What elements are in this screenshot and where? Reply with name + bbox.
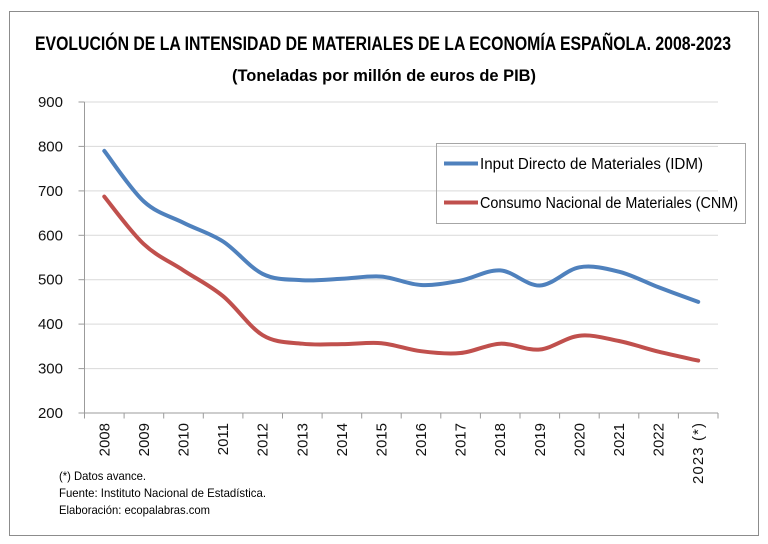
svg-text:Input Directo de Materiales (I: Input Directo de Materiales (IDM) — [480, 156, 703, 173]
svg-text:2016: 2016 — [413, 423, 430, 456]
svg-text:900: 900 — [38, 94, 63, 111]
svg-text:500: 500 — [38, 272, 63, 289]
svg-text:200: 200 — [38, 405, 63, 422]
svg-text:2018: 2018 — [492, 423, 509, 456]
svg-text:2015: 2015 — [374, 423, 391, 456]
svg-text:(Toneladas por millón de euros: (Toneladas por millón de euros de PIB) — [232, 66, 536, 85]
svg-text:2023 (*): 2023 (*) — [690, 423, 707, 484]
svg-text:Consumo Nacional de Materiales: Consumo Nacional de Materiales (CNM) — [480, 195, 738, 212]
svg-text:2020: 2020 — [571, 423, 588, 456]
svg-text:2010: 2010 — [176, 423, 193, 456]
svg-text:600: 600 — [38, 227, 63, 244]
svg-text:2014: 2014 — [334, 423, 351, 456]
svg-text:2009: 2009 — [136, 423, 153, 456]
svg-text:300: 300 — [38, 361, 63, 378]
svg-text:2021: 2021 — [611, 423, 628, 456]
svg-text:800: 800 — [38, 138, 63, 155]
svg-text:Elaboración: ecopalabras.com: Elaboración: ecopalabras.com — [59, 503, 210, 517]
svg-text:Fuente: Instituto Nacional de: Fuente: Instituto Nacional de Estadístic… — [59, 486, 266, 500]
svg-text:2017: 2017 — [453, 423, 470, 456]
svg-text:2008: 2008 — [96, 423, 113, 456]
svg-text:2013: 2013 — [294, 423, 311, 456]
svg-text:2012: 2012 — [255, 423, 272, 456]
svg-text:EVOLUCIÓN DE LA INTENSIDAD DE: EVOLUCIÓN DE LA INTENSIDAD DE MATERIALES… — [35, 33, 731, 55]
svg-text:700: 700 — [38, 183, 63, 200]
svg-text:400: 400 — [38, 316, 63, 333]
svg-text:2022: 2022 — [651, 423, 668, 456]
svg-text:2019: 2019 — [532, 423, 549, 456]
svg-text:(*) Datos avance.: (*) Datos avance. — [59, 469, 146, 483]
svg-text:2011: 2011 — [215, 423, 232, 455]
